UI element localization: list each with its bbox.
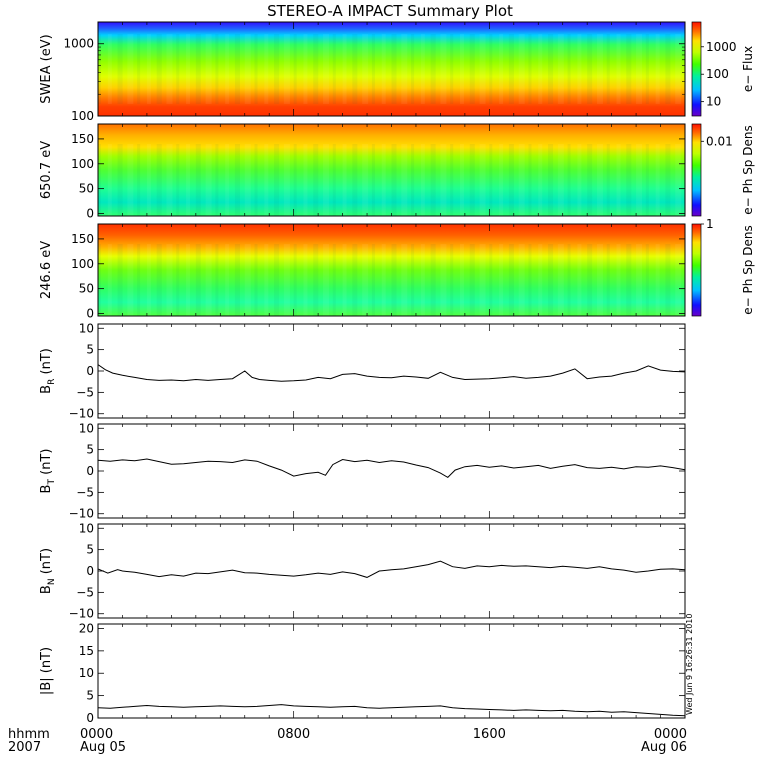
- panel-2: 0.01 e− Ph Sp Dens 0 50 100 150 650.7 eV: [39, 123, 755, 221]
- series-line: [97, 560, 686, 578]
- y-axis-label: 246.6 eV: [39, 241, 54, 299]
- y-tick-label: 5: [86, 343, 94, 357]
- colorbar-tick-label: 0.01: [706, 134, 733, 148]
- y-tick-label: 50: [79, 282, 94, 296]
- y-tick-label: 100: [71, 157, 94, 171]
- time-axis-corner-label: 2007: [8, 740, 41, 755]
- generation-timestamp: Wed Jun 9 16:26:31 2010: [685, 614, 694, 716]
- colorbar-label: e− Ph Sp Dens: [741, 225, 755, 314]
- series-line: [97, 704, 686, 717]
- y-axis-label: SWEA (eV): [39, 34, 54, 103]
- colorbar-label: e− Flux: [741, 46, 755, 92]
- y-tick-label: −5: [76, 385, 94, 399]
- y-tick-label: 15: [79, 644, 94, 658]
- y-tick-label: 5: [86, 443, 94, 457]
- y-tick-label: 20: [79, 621, 94, 635]
- panel-5: −10 −5 0 5 10 BT (nT): [39, 421, 686, 521]
- panel-7: 0 5 10 15 20 |B| (nT): [39, 621, 686, 725]
- y-tick-label: −5: [76, 585, 94, 599]
- y-axis-label: 650.7 eV: [39, 141, 54, 199]
- spectrogram-image: [98, 124, 685, 216]
- y-tick-label: −10: [69, 607, 94, 621]
- time-tick-label: 0000: [80, 727, 113, 742]
- y-tick-label: −10: [69, 507, 94, 521]
- colorbar: [691, 223, 702, 317]
- time-tick-label: Aug 06: [641, 740, 687, 755]
- series-line: [97, 458, 686, 479]
- y-tick-label: 100: [71, 257, 94, 271]
- panel-1: 10 100 1000 e− Flux 100 1000 SWEA (eV): [39, 21, 755, 123]
- y-tick-label: 1000: [63, 37, 94, 51]
- time-tick-label: 0000: [654, 727, 687, 742]
- y-tick-label: 150: [71, 232, 94, 246]
- y-tick-label: 10: [79, 521, 94, 535]
- y-tick-label: 10: [79, 666, 94, 680]
- time-tick-label: 0800: [277, 727, 310, 742]
- spectrogram-image: [98, 224, 685, 316]
- spectrogram-image: [98, 22, 685, 116]
- y-axis-label: BN (nT): [39, 548, 57, 594]
- y-tick-label: 50: [79, 182, 94, 196]
- y-tick-label: −10: [69, 407, 94, 421]
- colorbar: [691, 123, 702, 217]
- colorbar-label: e− Ph Sp Dens: [741, 125, 755, 214]
- y-tick-label: 10: [79, 421, 94, 435]
- panel-3: 1 e− Ph Sp Dens 0 50 100 150 246.6 eV: [39, 217, 755, 321]
- panel-6: −10 −5 0 5 10 BN (nT): [39, 521, 686, 621]
- series-line: [97, 364, 686, 382]
- y-tick-label: 0: [86, 307, 94, 321]
- y-tick-label: 0: [86, 564, 94, 578]
- colorbar-tick-label: 10: [706, 95, 721, 109]
- y-tick-label: 0: [86, 464, 94, 478]
- y-tick-label: 0: [86, 364, 94, 378]
- time-axis-corner-label: hhmm: [8, 727, 50, 742]
- time-tick-label: Aug 05: [80, 740, 126, 755]
- panel-4: −10 −5 0 5 10 BR (nT): [39, 321, 686, 421]
- y-tick-label: 100: [71, 109, 94, 123]
- colorbar-tick-label: 1: [706, 217, 714, 231]
- y-axis-label: |B| (nT): [39, 647, 54, 695]
- y-tick-label: 0: [86, 711, 94, 725]
- y-tick-label: 150: [71, 132, 94, 146]
- time-tick-label: 1600: [473, 727, 506, 742]
- y-axis-label: BT (nT): [39, 449, 57, 494]
- plot-title: STEREO-A IMPACT Summary Plot: [267, 2, 513, 20]
- y-tick-label: 0: [86, 207, 94, 221]
- y-tick-label: 5: [86, 543, 94, 557]
- y-tick-label: −5: [76, 485, 94, 499]
- y-tick-label: 10: [79, 321, 94, 335]
- colorbar-tick-label: 1000: [706, 40, 737, 54]
- colorbar: [691, 21, 702, 117]
- y-axis-label: BR (nT): [39, 348, 57, 394]
- colorbar-tick-label: 100: [706, 67, 729, 81]
- y-tick-label: 5: [86, 689, 94, 703]
